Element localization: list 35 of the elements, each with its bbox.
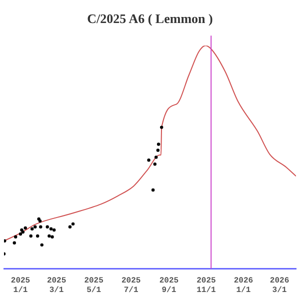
point (38, 219, 42, 223)
x-tick-label: 2025 9/1 (159, 276, 179, 296)
point (156, 142, 160, 146)
x-tick-label: 2026 1/1 (234, 276, 254, 296)
point (151, 188, 155, 192)
point (48, 234, 51, 238)
point (52, 228, 56, 232)
x-tick-label: 2025 5/1 (84, 276, 104, 296)
point (30, 227, 34, 230)
point (153, 162, 156, 166)
point (39, 225, 42, 228)
point (154, 156, 158, 159)
point (68, 225, 72, 228)
point (34, 225, 37, 228)
point (49, 227, 53, 230)
x-tick-label: 2026 3/1 (270, 276, 290, 296)
point (71, 222, 75, 226)
point (14, 235, 18, 238)
x-tick-label: 2025 7/1 (121, 276, 141, 296)
point (147, 158, 150, 162)
point (12, 241, 16, 245)
point (18, 232, 22, 236)
point (40, 243, 44, 247)
point (21, 230, 25, 234)
point (156, 148, 160, 152)
point (29, 234, 32, 238)
chart-title: C/2025 A6 ( Lemmon ) (87, 11, 213, 26)
point (36, 234, 40, 238)
point (160, 126, 164, 129)
x-tick-label: 2025 1/1 (10, 276, 30, 296)
point (46, 225, 49, 228)
point (50, 235, 54, 238)
x-tick-label: 2025 11/1 (196, 276, 216, 296)
x-tick-label: 2025 3/1 (46, 276, 66, 296)
point (24, 226, 27, 230)
